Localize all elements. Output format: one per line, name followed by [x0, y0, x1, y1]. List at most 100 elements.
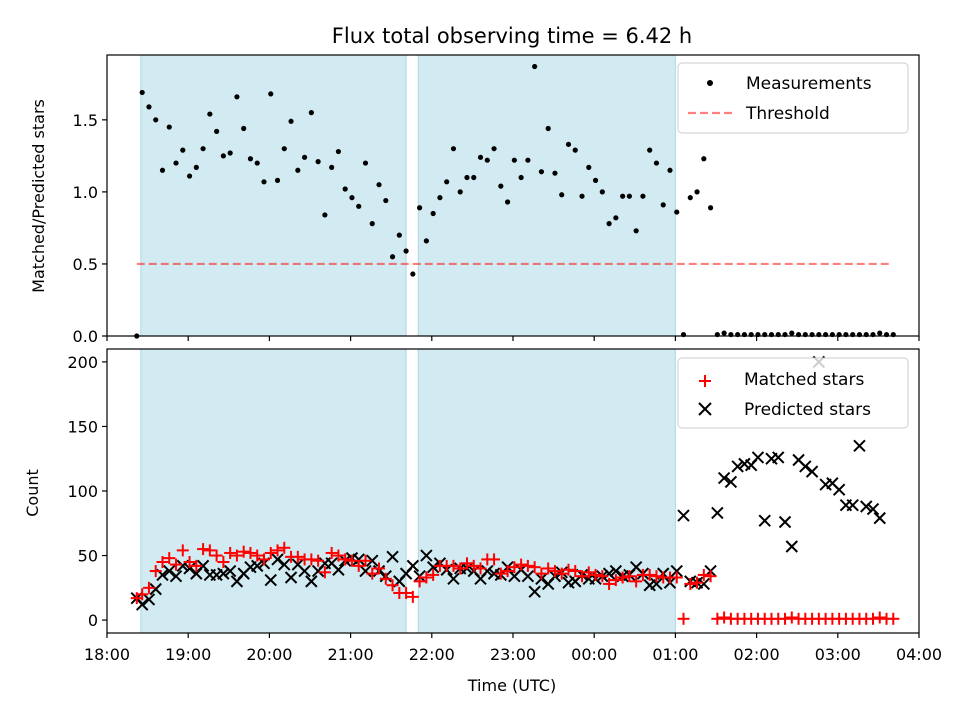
measurement-point	[653, 160, 660, 166]
measurement-point	[396, 232, 402, 238]
predicted-star-point	[832, 483, 846, 496]
y-tick-label: 1.0	[73, 183, 98, 202]
measurement-point	[721, 330, 727, 336]
matched-star-point	[339, 553, 352, 566]
measurement-point	[532, 63, 538, 70]
measurement-point	[288, 118, 294, 124]
y-tick-label: 100	[67, 482, 98, 501]
matched-star-point	[271, 544, 284, 557]
predicted-star-points	[130, 355, 886, 611]
matched-star-point	[474, 562, 487, 575]
measurement-point	[579, 193, 585, 199]
measurement-point	[362, 160, 369, 166]
matched-star-point	[670, 571, 683, 584]
matched-star-point	[589, 568, 602, 581]
predicted-star-point	[142, 593, 156, 606]
measurement-point	[308, 110, 314, 116]
predicted-star-point	[183, 562, 196, 575]
predicted-star-point	[149, 582, 162, 596]
measurement-point	[214, 128, 220, 134]
measurement-point	[193, 164, 199, 170]
matched-star-point	[427, 568, 440, 581]
y-tick-label: 50	[78, 547, 98, 566]
matched-star-point	[183, 556, 196, 568]
matched-star-point	[190, 559, 203, 572]
predicted-star-point	[271, 553, 284, 566]
predicted-star-point	[609, 564, 623, 578]
matched-star-point	[291, 550, 304, 563]
measurement-point	[640, 193, 646, 199]
predicted-star-point	[602, 567, 616, 580]
measurement-points	[134, 63, 896, 339]
measurement-point	[186, 173, 193, 179]
measurement-point	[268, 91, 274, 97]
predicted-star-point	[135, 598, 149, 611]
matched-star-point	[142, 581, 155, 594]
matched-star-point	[521, 559, 534, 572]
predicted-star-point	[298, 564, 311, 578]
predicted-star-point	[359, 564, 372, 578]
predicted-star-point	[772, 451, 785, 464]
matched-star-point	[779, 612, 792, 625]
measurement-point	[423, 238, 429, 244]
x-tick-label: 01:00	[652, 645, 698, 664]
measurement-point	[694, 189, 700, 195]
measurement-point	[518, 174, 524, 181]
chart-title: Flux total observing time = 6.42 h	[332, 24, 692, 48]
observing-window-2	[417, 348, 676, 634]
measurement-point	[180, 147, 186, 153]
matched-star-point	[420, 571, 433, 584]
predicted-star-point	[481, 564, 494, 578]
predicted-star-point	[650, 577, 663, 591]
matched-star-point	[515, 558, 528, 571]
x-tick-label: 02:00	[734, 645, 780, 664]
matched-star-point	[643, 568, 656, 581]
matched-star-point	[305, 553, 318, 566]
measurement-point	[369, 221, 375, 227]
bottom-x-ticks: 18:00 19:00 20:00 21:00 22:00 23:00 00:00 01:00…	[84, 633, 942, 664]
bottom-legend: Matched stars Predicted stars	[677, 357, 909, 429]
predicted-star-point	[697, 577, 711, 591]
measurement-point	[159, 167, 166, 173]
matched-star-point	[366, 567, 379, 580]
predicted-star-point	[223, 564, 237, 578]
predicted-star-point	[169, 569, 183, 583]
legend-predicted-label: Predicted stars	[744, 400, 871, 420]
matched-star-point	[488, 553, 501, 566]
y-tick-label: 0.0	[73, 327, 98, 346]
x-tick-label: 20:00	[246, 645, 292, 664]
matched-star-point	[603, 577, 616, 590]
matched-star-point	[197, 543, 210, 556]
bottom-y-ticks: 0 50 100 150 200	[67, 353, 107, 630]
measurement-point	[687, 195, 693, 201]
matched-star-point	[535, 567, 548, 580]
measurement-point	[471, 174, 477, 181]
matched-star-point	[170, 558, 183, 571]
measurement-point	[417, 205, 423, 211]
matched-star-point	[149, 565, 162, 578]
measurement-point	[457, 189, 463, 195]
matched-star-point	[616, 571, 629, 584]
matched-star-point	[623, 570, 636, 583]
matched-star-point	[650, 570, 663, 583]
predicted-star-point	[420, 549, 433, 562]
predicted-star-point	[305, 575, 318, 588]
measurement-point	[342, 186, 348, 192]
matched-star-point	[264, 546, 277, 559]
predicted-star-point	[860, 500, 873, 513]
top-legend: Measurements Threshold	[677, 62, 909, 134]
matched-star-point	[386, 579, 399, 592]
measurement-point	[139, 89, 145, 96]
measurement-point	[498, 183, 504, 189]
observing-window-1	[140, 54, 407, 337]
matched-star-point	[352, 559, 365, 572]
legend-measurements-label: Measurements	[746, 74, 872, 94]
count-panel: 0 50 100 150 200 18:00 19:00 20:00 21:00 22:00 23…	[23, 348, 942, 695]
measurement-point	[335, 148, 342, 155]
top-x-ticks	[106, 336, 920, 341]
predicted-star-point	[386, 550, 399, 564]
measurement-point	[613, 215, 619, 221]
measurement-point	[444, 179, 450, 185]
measurement-point	[789, 330, 795, 336]
